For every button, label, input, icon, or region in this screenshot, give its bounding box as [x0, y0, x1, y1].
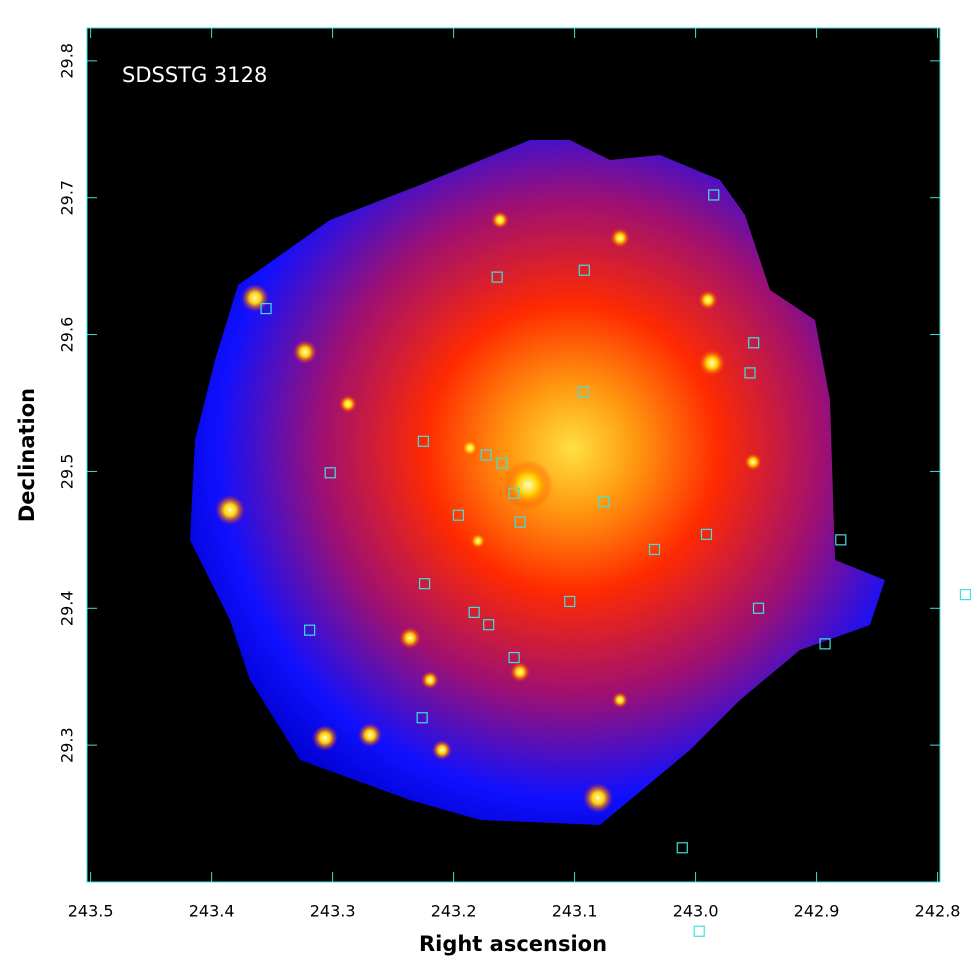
galaxy-marker: [835, 534, 847, 546]
y-axis-label: Declination: [15, 388, 39, 522]
galaxy-marker: [508, 487, 520, 499]
x-tick-label: 243.5: [68, 902, 114, 921]
galaxy-marker: [417, 435, 429, 447]
y-tick-label: 29.8: [58, 43, 77, 79]
x-tick-label: 242.8: [915, 902, 961, 921]
galaxy-marker: [452, 509, 465, 521]
y-tick-label: 29.6: [58, 317, 77, 353]
y-tick-label: 29.4: [58, 590, 77, 626]
x-tick-label: 243.2: [431, 902, 477, 921]
galaxy-marker: [693, 925, 705, 937]
galaxy-marker: [648, 543, 661, 556]
chart-title: SDSSTG 3128: [122, 63, 267, 87]
galaxy-marker: [744, 367, 756, 379]
galaxy-marker: [959, 588, 971, 601]
galaxy-marker: [324, 467, 336, 479]
galaxy-marker: [578, 264, 590, 276]
galaxy-marker: [496, 457, 508, 469]
galaxy-marker: [708, 189, 720, 201]
x-tick-label: 243.1: [552, 902, 598, 921]
galaxy-marker: [468, 606, 480, 618]
galaxy-marker: [748, 337, 760, 349]
y-tick-label: 29.3: [58, 727, 77, 763]
x-tick-label: 243.3: [310, 902, 356, 921]
galaxy-marker: [418, 578, 431, 590]
x-tick-label: 242.9: [794, 902, 840, 921]
galaxy-marker: [676, 842, 688, 854]
galaxy-marker: [304, 624, 316, 636]
x-axis-label: Right ascension: [419, 932, 607, 956]
x-tick-label: 243.4: [189, 902, 235, 921]
plot-frame: [86, 27, 941, 883]
galaxy-marker: [483, 619, 495, 631]
y-tick-label: 29.5: [58, 454, 77, 490]
galaxy-marker: [416, 712, 428, 724]
galaxy-marker: [514, 516, 526, 528]
galaxy-marker: [491, 271, 503, 283]
point-sources: [215, 211, 762, 813]
galaxy-marker: [508, 651, 520, 664]
x-tick-label: 243.0: [673, 902, 719, 921]
galaxy-marker: [752, 602, 765, 614]
galaxy-marker: [577, 386, 589, 398]
y-tick-label: 29.7: [58, 180, 77, 216]
galaxy-marker: [819, 638, 831, 650]
galaxy-marker: [564, 595, 576, 608]
galaxy-marker: [700, 528, 713, 540]
galaxy-marker: [260, 302, 272, 315]
galaxy-marker: [480, 449, 492, 461]
galaxy-marker: [598, 495, 610, 508]
